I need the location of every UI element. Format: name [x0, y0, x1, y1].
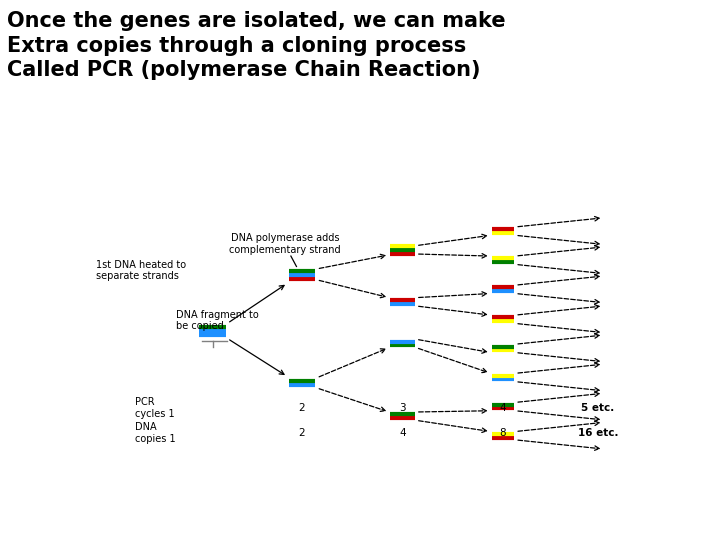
Text: Once the genes are isolated, we can make
Extra copies through a cloning process
: Once the genes are isolated, we can make…: [7, 11, 506, 80]
Text: DNA fragment to
be copied: DNA fragment to be copied: [176, 310, 259, 332]
Text: DNA
copies 1: DNA copies 1: [135, 422, 175, 443]
Text: 8: 8: [500, 428, 506, 438]
Text: 1st DNA heated to
separate strands: 1st DNA heated to separate strands: [96, 260, 186, 281]
Text: 2: 2: [299, 428, 305, 438]
Text: 2: 2: [299, 403, 305, 413]
Text: DNA polymerase adds
complementary strand: DNA polymerase adds complementary strand: [230, 233, 341, 255]
Text: 4: 4: [399, 428, 406, 438]
Text: 16 etc.: 16 etc.: [577, 428, 618, 438]
Text: 4: 4: [500, 403, 506, 413]
Text: 5 etc.: 5 etc.: [581, 403, 614, 413]
Text: PCR
cycles 1: PCR cycles 1: [135, 397, 174, 418]
Text: 3: 3: [399, 403, 406, 413]
